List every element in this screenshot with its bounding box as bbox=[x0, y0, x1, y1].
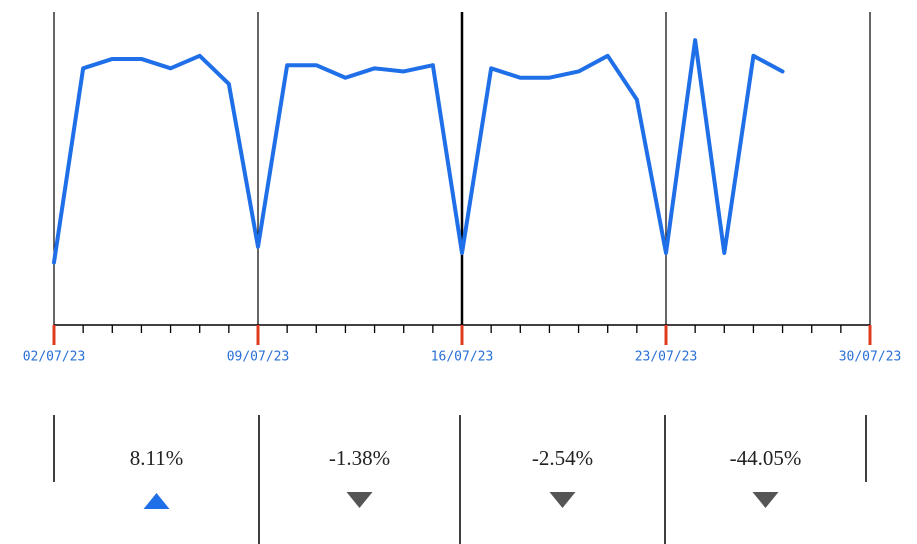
x-tick-label: 23/07/23 bbox=[635, 350, 698, 365]
trend-arrow bbox=[143, 493, 170, 509]
trend-arrow bbox=[549, 492, 576, 508]
change-label: -44.05% bbox=[730, 446, 802, 470]
x-tick-label: 02/07/23 bbox=[23, 350, 86, 365]
change-label: -1.38% bbox=[329, 446, 390, 470]
trend-arrow bbox=[752, 492, 779, 508]
change-label: 8.11% bbox=[130, 446, 183, 470]
change-label: -2.54% bbox=[532, 446, 593, 470]
line bbox=[52, 38, 785, 265]
x-tick-label: 16/07/23 bbox=[431, 350, 494, 365]
trend-arrow bbox=[346, 492, 373, 508]
x-tick-label: 30/07/23 bbox=[839, 350, 902, 365]
x-tick-label: 09/07/23 bbox=[227, 350, 290, 365]
